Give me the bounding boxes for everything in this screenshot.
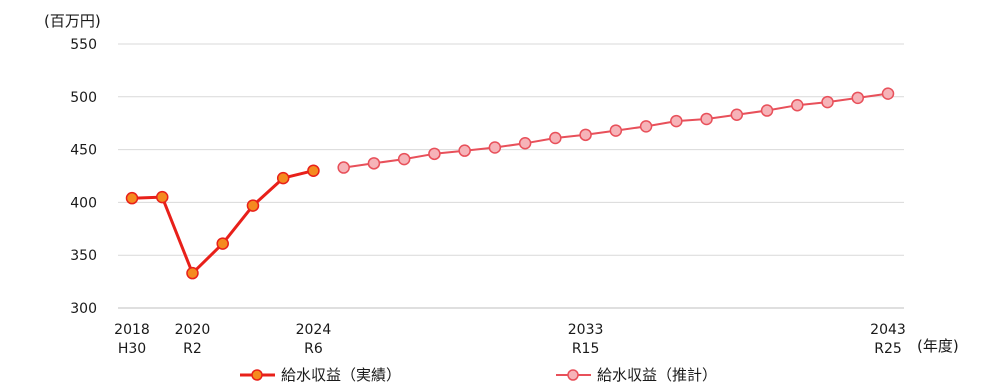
data-point bbox=[609, 124, 623, 137]
legend: 給水収益（実績） 給水収益（推計） bbox=[240, 366, 717, 384]
data-point bbox=[216, 237, 229, 250]
data-point bbox=[639, 120, 653, 133]
series-line bbox=[131, 169, 314, 275]
x-tick-label-era: R15 bbox=[572, 341, 600, 357]
data-point bbox=[760, 104, 774, 117]
data-point bbox=[186, 266, 199, 280]
y-tick-label: 450 bbox=[70, 143, 97, 159]
data-point bbox=[307, 164, 320, 177]
data-point bbox=[428, 147, 441, 161]
y-tick-label: 300 bbox=[70, 301, 97, 317]
data-point bbox=[700, 112, 713, 126]
data-point bbox=[881, 87, 895, 100]
data-point bbox=[549, 131, 562, 145]
series-actual bbox=[125, 164, 320, 280]
data-point bbox=[337, 161, 350, 174]
grid-lines bbox=[118, 43, 904, 309]
data-point bbox=[367, 157, 381, 170]
data-point bbox=[125, 191, 139, 205]
legend-item-forecast: 給水収益（推計） bbox=[556, 366, 717, 384]
legend-swatch-marker-actual bbox=[251, 369, 263, 381]
data-point bbox=[730, 108, 744, 122]
y-axis-ticks: 300 350 400 450 500 550 bbox=[70, 37, 97, 317]
y-tick-label: 400 bbox=[70, 195, 97, 211]
data-point bbox=[458, 144, 471, 157]
y-tick-label: 350 bbox=[70, 248, 97, 264]
data-point bbox=[579, 128, 592, 142]
data-point bbox=[488, 141, 502, 154]
x-tick-label-year: 2024 bbox=[296, 322, 332, 338]
data-point bbox=[518, 137, 532, 150]
x-tick-label-year: 2033 bbox=[568, 322, 604, 338]
x-tick-label-era: R2 bbox=[183, 341, 202, 357]
legend-label-actual: 給水収益（実績） bbox=[281, 366, 401, 384]
data-point bbox=[246, 199, 260, 212]
data-point bbox=[397, 152, 411, 166]
data-point bbox=[670, 114, 683, 128]
data-point bbox=[851, 91, 865, 105]
x-tick-label-year: 2020 bbox=[175, 322, 211, 338]
legend-swatch-marker-forecast bbox=[567, 369, 579, 381]
data-point bbox=[791, 98, 804, 112]
series-layer bbox=[125, 87, 895, 280]
x-tick-label-era: R6 bbox=[304, 341, 323, 357]
y-tick-label: 500 bbox=[70, 90, 97, 106]
x-tick-label-year: 2043 bbox=[870, 322, 906, 338]
x-tick-label-year: 2018 bbox=[114, 322, 150, 338]
legend-label-forecast: 給水収益（推計） bbox=[597, 366, 717, 384]
legend-item-actual: 給水収益（実績） bbox=[240, 366, 401, 384]
x-axis-unit-label: (年度) bbox=[917, 337, 959, 355]
x-axis-ticks: 2018 H30 2020 R2 2024 R6 2033 R15 2043 R25 bbox=[114, 322, 906, 357]
data-point bbox=[821, 95, 834, 109]
data-point bbox=[155, 190, 169, 204]
data-point bbox=[276, 171, 290, 185]
series-forecast bbox=[337, 87, 895, 174]
x-tick-label-era: R25 bbox=[874, 341, 902, 357]
x-tick-label-era: H30 bbox=[118, 341, 146, 357]
y-axis-unit-label: (百万円) bbox=[44, 12, 101, 30]
y-tick-label: 550 bbox=[70, 37, 97, 53]
